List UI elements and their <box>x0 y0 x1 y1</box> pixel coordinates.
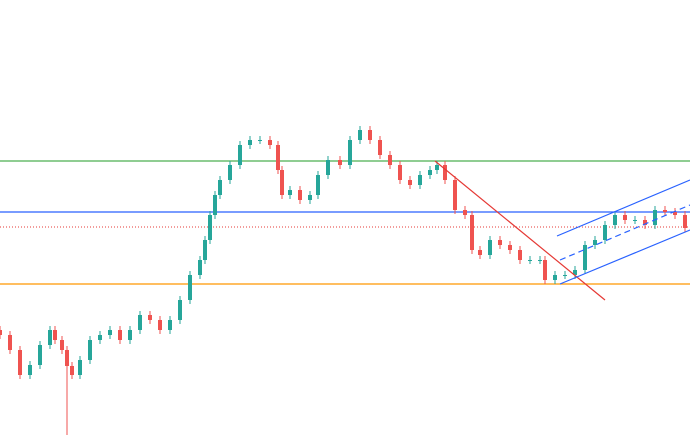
candle-body <box>378 140 382 155</box>
candle-body <box>203 240 207 260</box>
candle-body <box>298 190 302 200</box>
candle-body <box>268 140 272 145</box>
trend-line <box>556 179 690 237</box>
candle-body <box>218 180 222 195</box>
candle-body <box>128 330 132 340</box>
candle-body <box>398 165 402 180</box>
candle-body <box>613 215 617 225</box>
candle-body <box>543 260 547 280</box>
candle-body <box>563 275 567 276</box>
candle-body <box>148 315 152 320</box>
candle-body <box>623 215 627 220</box>
candle-body <box>348 140 352 165</box>
candle-body <box>316 175 320 195</box>
candle-body <box>288 190 292 195</box>
candle-body <box>138 315 142 330</box>
candle-body <box>18 350 22 375</box>
candle-body <box>60 340 64 350</box>
candle-body <box>443 165 447 180</box>
candle-body <box>498 240 502 245</box>
candle-body <box>553 275 557 280</box>
candle-body <box>643 220 647 225</box>
candle-body <box>518 250 522 260</box>
candle-body <box>308 195 312 200</box>
candle-body <box>538 260 542 261</box>
candle-body <box>168 320 172 330</box>
candle-body <box>593 240 597 245</box>
candle-body <box>0 330 2 335</box>
candle-body <box>238 145 242 165</box>
candle-body <box>118 330 122 340</box>
candle-body <box>208 215 212 240</box>
candle-body <box>603 225 607 240</box>
candle-body <box>338 160 342 165</box>
candle-body <box>673 212 677 215</box>
candle-body <box>276 145 280 170</box>
candle-body <box>528 260 532 261</box>
candle-body <box>28 365 32 375</box>
candle-body <box>228 165 232 180</box>
candle-body <box>48 330 52 345</box>
trend-line <box>559 204 690 261</box>
candle-body <box>583 245 587 270</box>
candle-body <box>470 215 474 250</box>
trend-line <box>559 229 690 285</box>
candle-body <box>38 345 42 365</box>
candle-body <box>653 210 657 225</box>
candle-body <box>70 366 74 375</box>
candle-body <box>663 210 667 212</box>
candle-body <box>388 155 392 165</box>
candle-body <box>418 175 422 185</box>
candle-body <box>178 300 182 320</box>
candle-body <box>508 245 512 250</box>
candle-body <box>358 130 362 140</box>
candle-body <box>453 180 457 210</box>
candle-body <box>478 250 482 255</box>
candle-body <box>198 260 202 275</box>
candle-body <box>463 210 467 215</box>
candle-body <box>428 170 432 175</box>
candle-body <box>326 160 330 175</box>
candle-body <box>78 360 82 375</box>
candle-body <box>435 165 439 170</box>
candle-body <box>108 330 112 335</box>
candle-body <box>213 195 217 215</box>
candle-body <box>258 140 262 141</box>
candle-body <box>88 340 92 360</box>
candle-body <box>188 275 192 300</box>
candle-body <box>488 240 492 255</box>
candle-body <box>53 330 57 340</box>
candle-body <box>408 180 412 185</box>
candle-body <box>683 215 687 228</box>
candle-body <box>573 270 577 275</box>
candle-body <box>248 140 252 145</box>
candle-body <box>8 335 12 350</box>
candle-body <box>633 220 637 221</box>
candle-body <box>158 320 162 330</box>
candle-body <box>65 350 69 366</box>
candle-body <box>98 335 102 340</box>
candle-body <box>368 130 372 140</box>
candle-body <box>280 170 284 195</box>
